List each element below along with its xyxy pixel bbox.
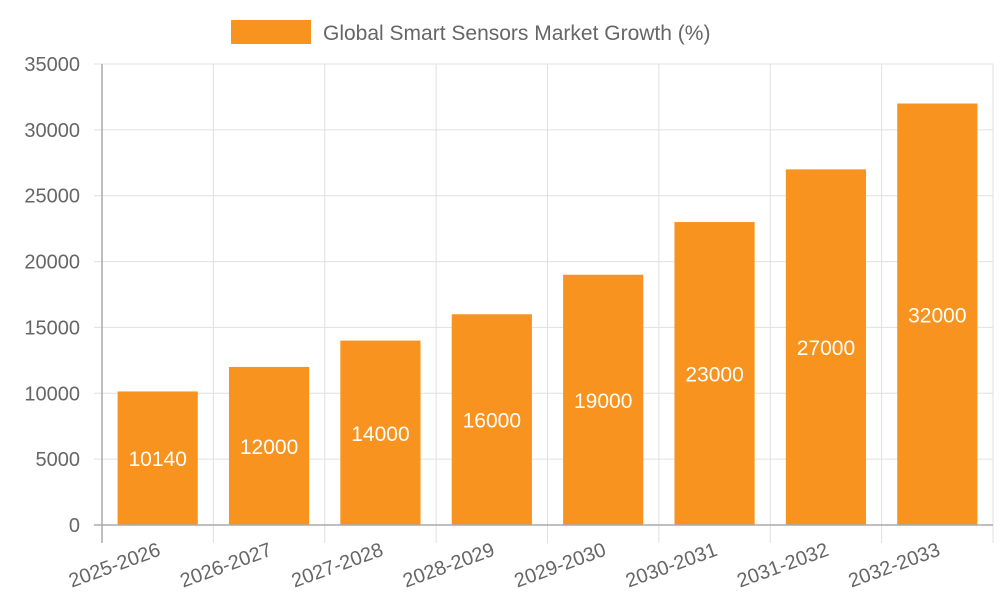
data-label: 14000 [351,423,409,446]
bar-2026-2027 [228,366,310,525]
y-tick-label: 30000 [24,120,80,142]
bar-2032-2033 [897,103,978,525]
x-tick-label: 2032-2033 [846,539,943,592]
data-label: 27000 [797,337,855,360]
bar-2028-2029 [451,314,532,525]
x-tick-label: 2028-2029 [400,539,497,592]
y-tick-label: 0 [69,515,80,537]
legend[interactable]: Global Smart Sensors Market Growth (%) [231,20,710,45]
bars: 10140 12000 14000 16000 19000 23000 27000 32000 [117,103,978,526]
data-label: 23000 [685,364,743,387]
data-label: 10140 [128,448,186,471]
x-tick-label: 2027-2028 [289,539,386,592]
legend-label: Global Smart Sensors Market Growth (%) [323,22,710,45]
y-tick-label: 10000 [24,383,80,405]
x-tick-label: 2026-2027 [177,539,274,592]
y-tick-label: 20000 [24,252,80,274]
legend-swatch [231,20,311,44]
data-label: 12000 [240,436,298,459]
x-tick-label: 2030-2031 [623,539,720,592]
data-label: 19000 [574,390,632,413]
bar-2027-2028 [340,340,421,525]
data-label: 32000 [908,304,966,327]
bar-2030-2031 [674,222,755,526]
y-tick-label: 15000 [24,317,80,339]
y-tick-label: 25000 [24,186,80,208]
bar-2029-2030 [563,274,644,525]
y-tick-label: 5000 [36,449,81,471]
y-tick-label: 35000 [24,54,80,76]
x-tick-label: 2031-2032 [734,539,831,592]
bar-2025-2026 [117,391,198,525]
grid [94,63,994,543]
bar-2031-2032 [785,169,867,525]
x-tick-label: 2029-2030 [511,539,608,592]
data-label: 16000 [463,410,521,433]
x-tick-label: 2025-2026 [66,539,163,592]
